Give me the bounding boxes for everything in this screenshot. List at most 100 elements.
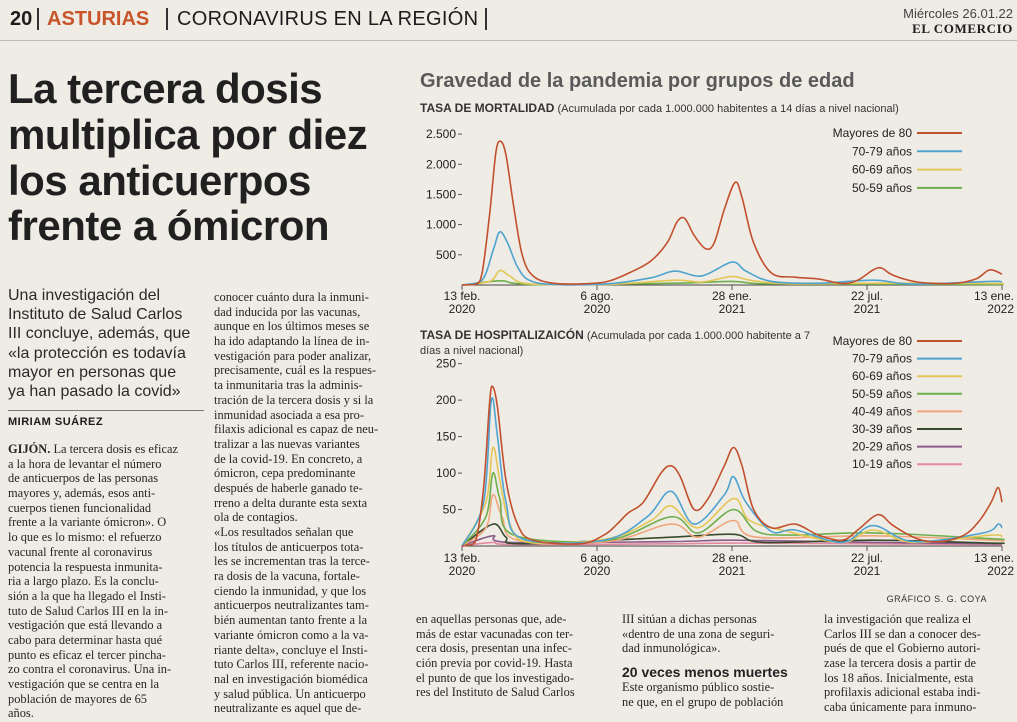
legend-label: 70-79 años: [852, 144, 912, 158]
body-line: caba únicamente para inmuno-: [824, 700, 977, 715]
y-tick-label: 1.000: [426, 218, 456, 232]
lead-line: ya han pasado la covid»: [8, 382, 181, 400]
chart-1-title: TASA DE MORTALIDAD: [420, 101, 555, 115]
x-tick-label-year: 2020: [449, 302, 476, 316]
y-tick-label: 250: [436, 357, 456, 371]
header-rule: [0, 40, 1017, 41]
body-text: La tercera dosis es eficaz: [50, 442, 178, 456]
series-line: [461, 269, 1004, 286]
body-line: anticuerpos neutralizantes tam-: [214, 598, 369, 613]
legend-label: 30-39 años: [852, 422, 912, 436]
body-line: y salud pública. Un anticuerpo: [214, 686, 366, 701]
legend-label: 40-49 años: [852, 404, 912, 418]
body-line: ción previa por covid-19. Hasta: [416, 656, 573, 671]
legend-label: 10-19 años: [852, 457, 912, 471]
body-line: les se incrementan tras la terce-: [214, 554, 370, 569]
body-line: en aquellas personas que, ade-: [416, 612, 567, 626]
y-tick-label: 100: [436, 466, 456, 480]
body-line: más de estar vacunadas con ter-: [416, 626, 573, 641]
x-tick-label: 13 ene.: [974, 289, 1014, 303]
legend-label: Mayores de 80: [833, 334, 913, 348]
body-line: dad inmunológica».: [622, 641, 721, 656]
x-tick-label: 6 ago.: [580, 551, 613, 565]
body-line: años.: [8, 706, 34, 721]
body-line: neutralizante es aquel que de-: [214, 701, 362, 716]
chart-1-label: TASA DE MORTALIDAD (Acumulada por cada 1…: [420, 101, 899, 115]
body-line: Este organismo público sostie-: [622, 680, 775, 695]
x-tick-label-year: 2020: [584, 564, 611, 578]
body-line: población de mayores de 65: [8, 691, 148, 706]
body-line: los títulos de anticuerpos tota-: [214, 539, 364, 554]
body-column-1: GIJÓN. La tercera dosis es eficaz a la ho…: [8, 442, 208, 721]
series-line: [461, 140, 1003, 286]
body-line: «dentro de una zona de seguri-: [622, 626, 775, 641]
body-line: punto es eficaz el tercer pincha-: [8, 647, 166, 662]
body-line: rreno a delta durante esta sexta: [214, 495, 368, 510]
body-line: ola de contagios.: [214, 510, 298, 525]
body-line: riante delta», concluye el Insti-: [214, 642, 368, 657]
issue-date: Miércoles 26.01.22: [903, 6, 1013, 21]
body-line: vestigación para poder analizar,: [214, 348, 372, 363]
body-line: tuto de Salud Carlos III en la in-: [8, 603, 169, 618]
body-line: ha ido adaptando la línea de in-: [214, 334, 370, 349]
body-column-5: la investigación que realiza el Carlos II…: [824, 612, 1017, 715]
legend-label: Mayores de 80: [833, 126, 913, 140]
body-line: «Los resultados señalan que: [214, 525, 354, 539]
body-line: variante ómicron como a la va-: [214, 627, 369, 642]
y-tick-label: 50: [443, 503, 457, 517]
body-line: cuerpos tienen funcionalidad: [8, 500, 152, 515]
body-line: de anticuerpos de las personas: [8, 471, 159, 486]
body-line: zase la tercera dosis a partir de: [824, 656, 977, 671]
body-line: dad inducida por las vacunas,: [214, 304, 361, 319]
lead-line: Instituto de Salud Carlos: [8, 306, 183, 324]
lead-paragraph: Una investigación del Instituto de Salud…: [8, 286, 208, 401]
body-line: la investigación que realiza el: [824, 612, 972, 626]
body-line: III sitúan a dichas personas: [622, 612, 757, 626]
legend-label: 50-59 años: [852, 387, 912, 401]
body-line: ciendo la inmunidad, y que los: [214, 583, 367, 598]
chart-2-subtitle: (Acumulada por cada 1.000.000 habitente …: [420, 330, 811, 357]
body-line: pués de que el Gobierno autori-: [824, 641, 981, 656]
legend-label: 60-69 años: [852, 163, 912, 177]
chart-2-title: TASA DE HOSPITALIZAICÓN: [420, 328, 584, 342]
body-line: ria a largo plazo. Es la conclu-: [8, 574, 159, 589]
x-tick-label-year: 2021: [854, 302, 881, 316]
body-line: lo que es lo mismo: el refuerzo: [8, 530, 162, 545]
series-line: [461, 385, 1003, 547]
body-line: GIJÓN. La tercera dosis es eficaz: [8, 442, 208, 457]
body-column-3: en aquellas personas que, ade-más de est…: [416, 612, 612, 700]
body-line: de la covid-19. En concreto, a: [214, 451, 363, 466]
legend-label: 50-59 años: [852, 181, 912, 195]
body-line: tuto Carlos III, referente nacio-: [214, 657, 369, 672]
body-line: vacunal frente al coronavirus: [8, 544, 153, 559]
body-line: frente a la variante ómicron». O: [8, 515, 167, 530]
chart-2-label: TASA DE HOSPITALIZAICÓN (Acumulada por c…: [420, 328, 820, 358]
y-tick-label: 2.000: [426, 157, 456, 171]
body-line: filaxis adicional es capaz de neu-: [214, 422, 379, 437]
body-line: los 18 años. Inicialmente, esta: [824, 670, 974, 685]
x-tick-label: 28 ene.: [712, 289, 752, 303]
body-line: tración de la tercera dosis y si la: [214, 392, 374, 407]
body-line: vestigación que se centra en la: [8, 677, 160, 691]
body-line: vestigación que está llevando a: [8, 618, 163, 633]
headline: La tercera dosis multiplica por diez los…: [8, 66, 408, 249]
body-line: tralizar a las nuevas variantes: [214, 436, 360, 451]
x-tick-label-year: 2022: [987, 564, 1014, 578]
body-line: inmunidad asociada a esa pro-: [214, 407, 365, 422]
body-line: a la hora de levantar el número: [8, 456, 162, 471]
body-line: potencia la respuesta inmunita-: [8, 559, 163, 574]
y-tick-label: 150: [436, 430, 456, 444]
header-divider: [166, 8, 168, 30]
x-tick-label-year: 2020: [584, 302, 611, 316]
body-line: zo contra el coronavirus. Una in-: [8, 662, 172, 677]
subsection-name: CORONAVIRUS EN LA REGIÓN: [177, 8, 479, 30]
body-line: ra dosis de la vacuna, fortale-: [214, 569, 360, 584]
graphic-title: Gravedad de la pandemia por grupos de ed…: [420, 70, 855, 92]
body-line: Carlos III se dan a conocer des-: [824, 626, 981, 641]
x-tick-label: 13 feb.: [444, 289, 481, 303]
body-line: sión a la que ha llegado el Insti-: [8, 588, 166, 603]
chart-1-subtitle: (Acumulada por cada 1.000.000 habitentes…: [557, 103, 899, 115]
lead-line: III concluye, además, que: [8, 325, 191, 343]
dateline: GIJÓN.: [8, 442, 51, 456]
